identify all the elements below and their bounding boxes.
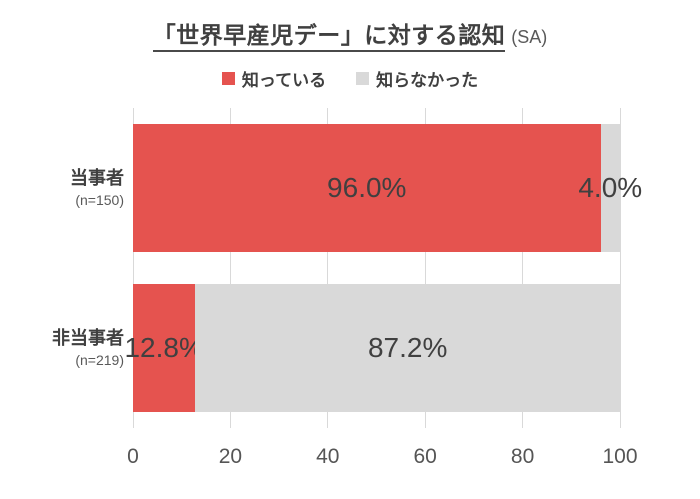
bar-data-label: 12.8% xyxy=(124,332,204,363)
chart-title-text: 「世界早産児デー」に対する認知 xyxy=(152,22,506,52)
x-tick-label-20: 20 xyxy=(218,445,243,468)
category-label: 非当事者 xyxy=(52,328,124,349)
category-label: 当事者 xyxy=(70,168,124,189)
gridline-0 xyxy=(132,108,134,428)
gridline-100 xyxy=(619,108,621,428)
gridline-20 xyxy=(229,108,231,428)
bar-data-label: 4.0% xyxy=(578,172,643,203)
legend-item-didnt-know: 知らなかった xyxy=(356,66,478,91)
category-block-1: 非当事者 (n=219) xyxy=(0,268,124,428)
legend-swatch-knows xyxy=(221,72,235,85)
legend-item-knows: 知っている xyxy=(221,66,327,91)
bar-segment-didnt-know: 4.0% xyxy=(578,124,642,252)
chart-title: 「世界早産児デー」に対する認知 (SA) xyxy=(0,16,700,52)
legend-label-knows: 知っている xyxy=(241,71,327,90)
x-tick-label-60: 60 xyxy=(413,445,437,468)
bar-segment-knows: 12.8% xyxy=(124,284,204,412)
gridline-60 xyxy=(424,108,426,428)
category-block-0: 当事者 (n=150) xyxy=(0,108,124,268)
legend-swatch-didnt-know xyxy=(356,72,370,85)
x-tick-label-100: 100 xyxy=(602,445,638,468)
legend-label-didnt-know: 知らなかった xyxy=(376,71,479,90)
plot-area: 96.0% 4.0% 12.8% 87.2% xyxy=(124,108,642,428)
gridline-80 xyxy=(522,108,524,428)
bar-data-label: 87.2% xyxy=(367,332,448,363)
bar-row-1: 12.8% 87.2% xyxy=(124,284,620,412)
bar-segment-didnt-know: 87.2% xyxy=(195,284,620,412)
category-sublabel: (n=219) xyxy=(75,351,124,368)
x-tick-label-80: 80 xyxy=(510,445,535,468)
category-sublabel: (n=150) xyxy=(75,191,124,208)
chart-title-suffix: (SA) xyxy=(511,27,548,47)
bar-row-0: 96.0% 4.0% xyxy=(133,124,642,252)
gridline-40 xyxy=(327,108,329,428)
legend: 知っている 知らなかった xyxy=(0,66,700,91)
x-tick-label-0: 0 xyxy=(127,445,139,468)
bar-segment-knows: 96.0% xyxy=(133,124,601,252)
bar-data-label: 96.0% xyxy=(327,172,407,203)
x-tick-label-40: 40 xyxy=(316,445,340,468)
